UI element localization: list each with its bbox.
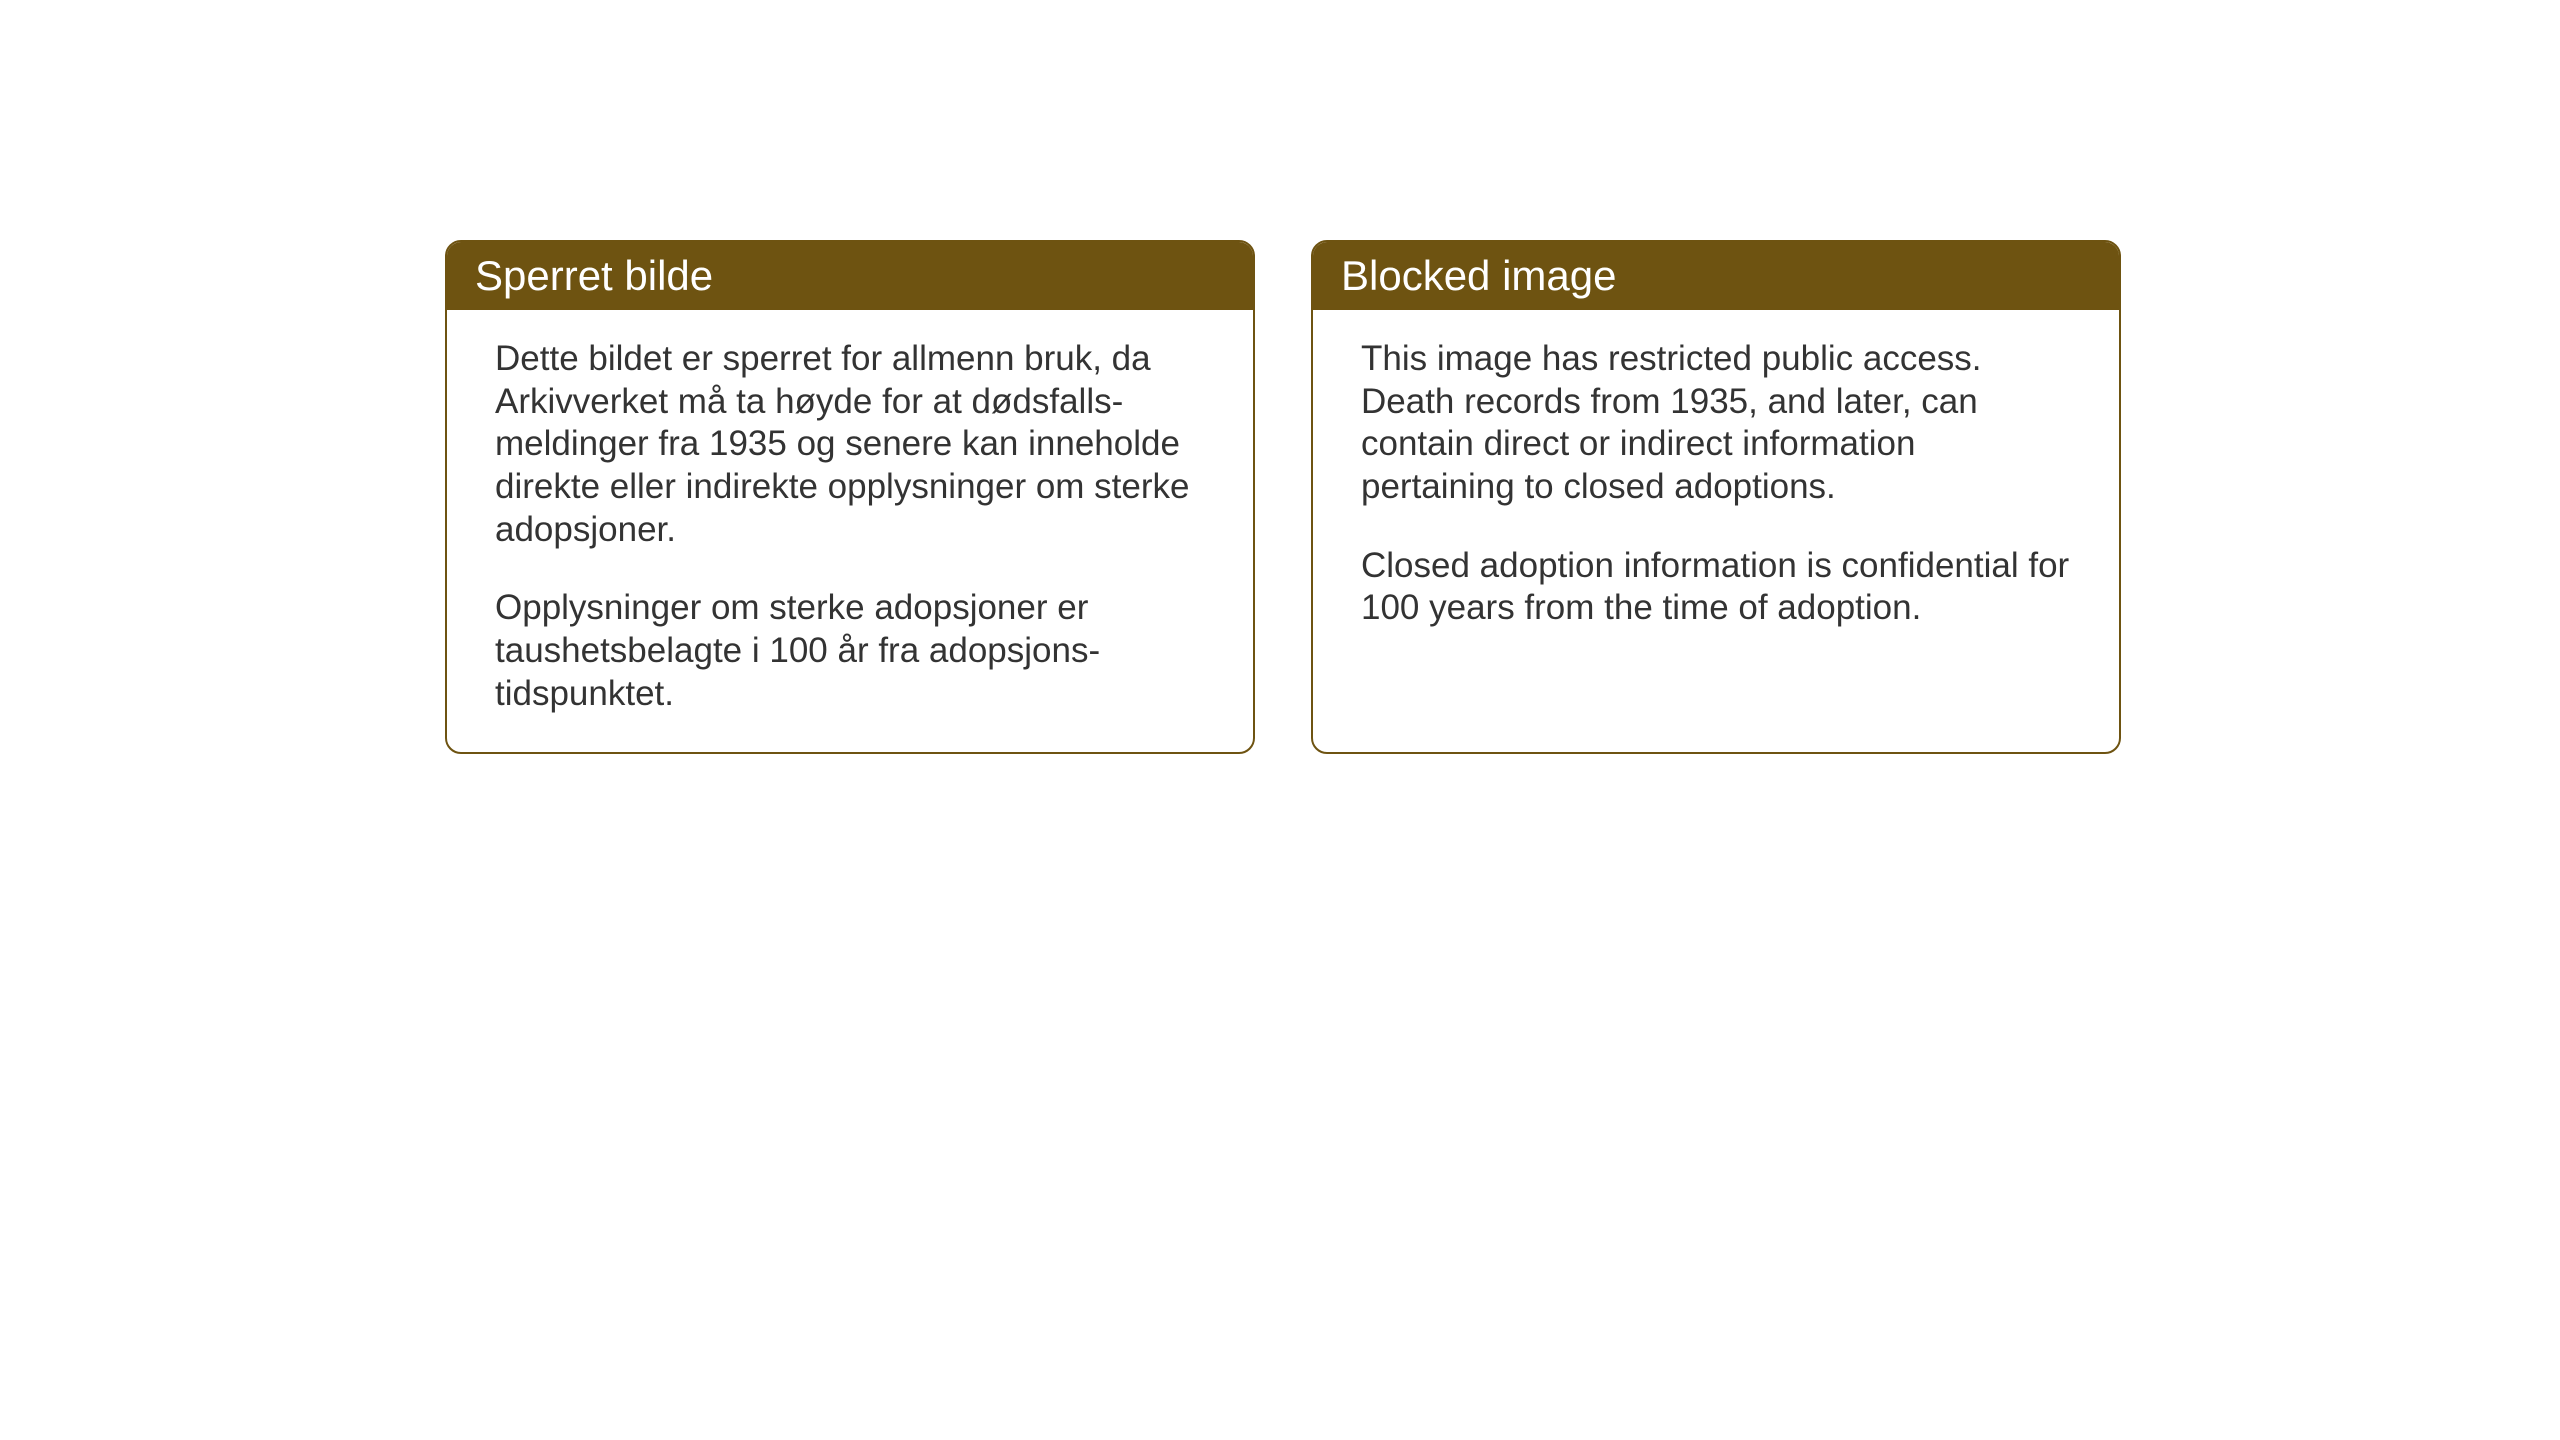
card-paragraph-1: Dette bildet er sperret for allmenn bruk… (495, 338, 1205, 551)
card-paragraph-1: This image has restricted public access.… (1361, 338, 2071, 509)
notice-container: Sperret bilde Dette bildet er sperret fo… (445, 240, 2121, 754)
card-header-norwegian: Sperret bilde (447, 242, 1253, 310)
notice-card-english: Blocked image This image has restricted … (1311, 240, 2121, 754)
card-body-norwegian: Dette bildet er sperret for allmenn bruk… (447, 310, 1253, 752)
notice-card-norwegian: Sperret bilde Dette bildet er sperret fo… (445, 240, 1255, 754)
card-title: Blocked image (1341, 252, 1616, 299)
card-paragraph-2: Closed adoption information is confident… (1361, 545, 2071, 630)
card-body-english: This image has restricted public access.… (1313, 310, 2119, 666)
card-header-english: Blocked image (1313, 242, 2119, 310)
card-title: Sperret bilde (475, 252, 713, 299)
card-paragraph-2: Opplysninger om sterke adopsjoner er tau… (495, 587, 1205, 715)
